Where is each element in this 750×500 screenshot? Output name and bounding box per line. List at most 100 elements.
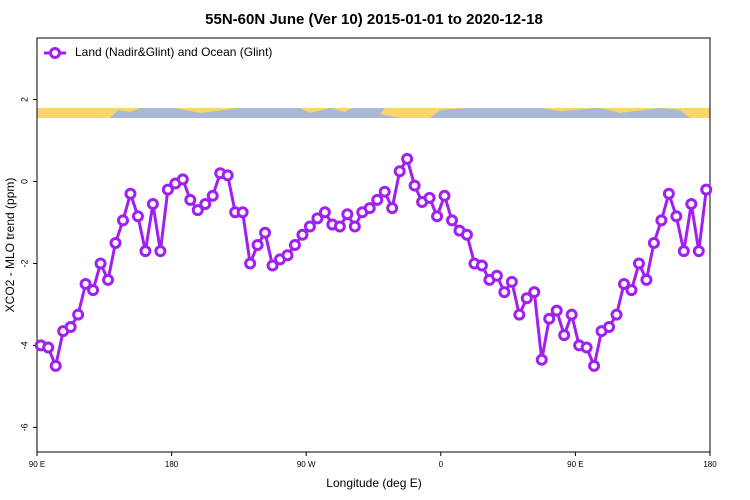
data-point [677,245,690,258]
y-tick-label: 2 [19,97,29,102]
data-point [498,286,511,299]
data-point [124,187,137,200]
data-point [640,273,653,286]
data-point [632,257,645,270]
data-point [438,189,451,202]
data-point [431,210,444,223]
data-point [191,204,204,217]
data-point [647,236,660,249]
data-point [236,206,249,219]
x-tick-label: 90 E [29,460,45,469]
data-point [543,312,556,325]
data-point [371,193,384,206]
data-point [281,249,294,262]
plot-frame [36,37,711,453]
data-point [670,210,683,223]
data-point [662,187,675,200]
chart-title: 55N-60N June (Ver 10) 2015-01-01 to 2020… [205,11,543,28]
data-point [341,208,354,221]
series-line [40,157,708,368]
data-point [94,257,107,270]
x-tick-label: 90 E [567,460,583,469]
data-point [580,341,593,354]
data-point [109,236,122,249]
data-point [692,245,705,258]
data-point [221,169,234,182]
x-axis-title: Longitude (deg E) [326,476,421,490]
data-point [386,202,399,215]
data-point [475,259,488,272]
data-point [288,239,301,251]
data-point [116,214,129,227]
data-point [199,198,212,211]
data-point [513,308,526,321]
data-point [505,275,518,288]
data-point [318,206,331,219]
data-point [64,320,77,333]
data-point [618,277,631,290]
data-point [401,152,414,165]
data-point [550,304,563,317]
data-point [303,220,316,233]
band-ocean [110,108,400,118]
data-point [42,341,55,354]
data-point [363,202,376,215]
data-point [259,226,272,239]
data-point [490,269,503,282]
data-point [72,308,85,321]
legend-marker [49,47,61,59]
data-point [655,214,668,227]
y-tick-label: -6 [19,423,29,431]
data-point [139,245,152,258]
data-point [176,173,189,186]
data-point [333,220,346,233]
data-point [79,277,92,290]
data-point [393,165,406,178]
data-point [102,273,115,286]
data-point [408,179,421,192]
data-point [685,198,698,211]
data-point [87,284,100,297]
data-point [460,228,473,241]
data-point [251,239,264,251]
data-point [610,308,623,321]
data-point [423,191,436,204]
data-point [700,183,713,196]
data-point [244,257,257,270]
band-ocean [430,108,690,118]
data-point [535,353,548,366]
data-point [131,210,144,223]
data-point [558,329,571,342]
x-tick-label: 180 [165,460,179,469]
legend-label: Land (Nadir&Glint) and Ocean (Glint) [75,45,272,59]
legend: Land (Nadir&Glint) and Ocean (Glint) [44,45,272,59]
data-point [49,359,62,372]
data-point [378,185,391,198]
data-point [311,212,324,225]
data-point [348,220,361,233]
y-axis-title: XCO2 - MLO trend (ppm) [3,178,17,313]
land-ocean-band [37,108,710,118]
data-point [446,214,459,227]
y-tick-label: 0 [19,179,29,184]
data-point [625,284,638,297]
x-tick-label: 90 W [297,460,316,469]
data-point [520,292,533,305]
data-point [528,286,541,299]
data-point [603,320,616,333]
data-point [184,193,197,206]
data-point [161,183,174,196]
x-tick-label: 0 [439,460,444,469]
data-point [588,359,601,372]
data-point [146,198,159,211]
data-point [565,308,578,321]
data-point [266,259,279,272]
x-tick-label: 180 [703,460,717,469]
y-tick-label: -4 [19,341,29,349]
data-point [154,245,167,258]
data-point [296,228,309,241]
data-point [206,189,219,202]
y-tick-label: -2 [19,259,29,267]
